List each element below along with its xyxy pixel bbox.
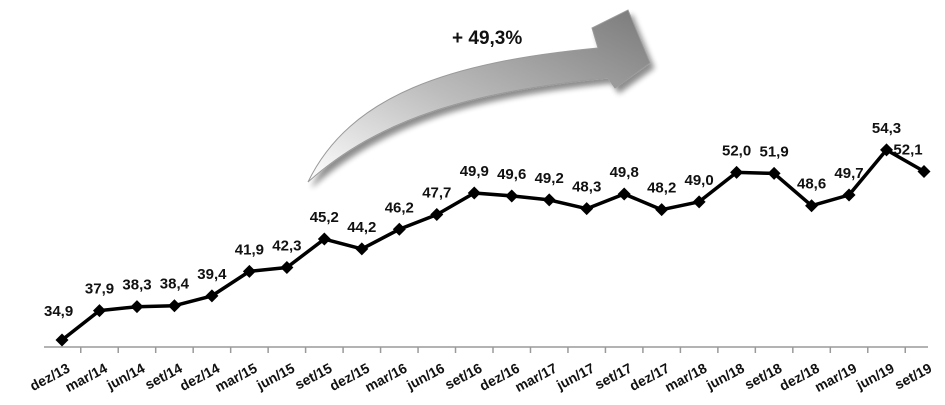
x-tick-label: set/15 — [292, 360, 335, 393]
x-tick-label: mar/15 — [212, 360, 260, 395]
x-tick-label: mar/17 — [512, 360, 560, 395]
data-label: 46,2 — [385, 199, 414, 216]
x-tick-label: jun/15 — [253, 360, 297, 394]
data-label: 49,7 — [834, 165, 863, 182]
data-label: 52,1 — [893, 141, 922, 158]
x-tick-labels: dez/13mar/14jun/14set/14dez/14mar/15jun/… — [27, 360, 934, 395]
data-point-marker — [92, 304, 106, 318]
data-label: 47,7 — [422, 185, 451, 202]
x-tick-label: jun/17 — [553, 360, 597, 394]
x-tick-label: mar/18 — [662, 360, 710, 395]
data-point-marker — [692, 195, 706, 209]
x-tick-label: jun/19 — [853, 360, 897, 394]
data-label: 38,3 — [122, 277, 151, 294]
data-label: 38,4 — [160, 276, 190, 293]
data-point-marker — [880, 143, 894, 157]
x-tick-label: mar/16 — [362, 360, 410, 395]
data-point-marker — [130, 300, 144, 314]
data-point-marker — [430, 208, 444, 222]
data-label: 48,6 — [797, 176, 826, 193]
data-label: 45,2 — [310, 209, 339, 226]
data-label: 49,6 — [497, 166, 526, 183]
x-tick-label: set/16 — [442, 360, 485, 393]
growth-arrow — [307, 9, 651, 183]
data-label: 51,9 — [759, 143, 788, 160]
data-point-marker — [580, 202, 594, 216]
data-point-marker — [842, 188, 856, 202]
data-point-marker — [655, 203, 669, 217]
data-point-marker — [767, 166, 781, 180]
x-tick-label: jun/16 — [403, 360, 447, 394]
x-tick-label: mar/14 — [62, 360, 110, 395]
data-point-marker — [805, 199, 819, 213]
data-point-marker — [205, 289, 219, 303]
series-line — [60, 148, 925, 342]
data-point-marker — [392, 222, 406, 236]
data-label: 49,8 — [610, 164, 639, 181]
data-point-marker — [242, 264, 256, 278]
data-point-marker — [317, 232, 331, 246]
data-point-marker — [617, 187, 631, 201]
data-label: 41,9 — [235, 241, 264, 258]
x-tick-label: set/14 — [142, 360, 185, 393]
data-point-marker — [542, 193, 556, 207]
x-tick-label: set/17 — [592, 360, 635, 393]
data-label: 39,4 — [197, 266, 227, 283]
data-point-marker — [355, 242, 369, 256]
data-labels: 34,9 37,9 38,3 38,4 39,4 41,9 42,3 45,2 44,2 46,2… — [44, 120, 923, 320]
x-tick-label: mar/19 — [812, 360, 860, 395]
x-tick-label: jun/18 — [703, 360, 747, 394]
data-label: 34,9 — [44, 303, 73, 320]
x-tick-label: set/19 — [892, 360, 935, 393]
series-markers — [55, 143, 931, 347]
data-label: 44,2 — [347, 219, 376, 236]
growth-annotation: + 49,3% — [452, 28, 522, 49]
data-label: 49,9 — [460, 163, 489, 180]
x-tick-label: jun/14 — [103, 360, 147, 394]
data-label: 48,3 — [572, 179, 601, 196]
data-point-marker — [917, 164, 931, 178]
data-point-marker — [280, 260, 294, 274]
data-point-marker — [167, 299, 181, 313]
x-tick-label: set/18 — [742, 360, 785, 393]
data-point-marker — [467, 186, 481, 200]
data-label: 49,2 — [535, 170, 564, 187]
data-point-marker — [730, 165, 744, 179]
data-label: 49,0 — [684, 172, 713, 189]
x-axis-ticks — [79, 347, 907, 353]
data-label: 54,3 — [872, 120, 901, 137]
data-label: 42,3 — [272, 238, 301, 255]
data-point-marker — [55, 333, 69, 347]
data-label: 52,0 — [722, 142, 751, 159]
data-label: 48,2 — [647, 180, 676, 197]
data-label: 37,9 — [85, 281, 114, 298]
data-point-marker — [505, 189, 519, 203]
